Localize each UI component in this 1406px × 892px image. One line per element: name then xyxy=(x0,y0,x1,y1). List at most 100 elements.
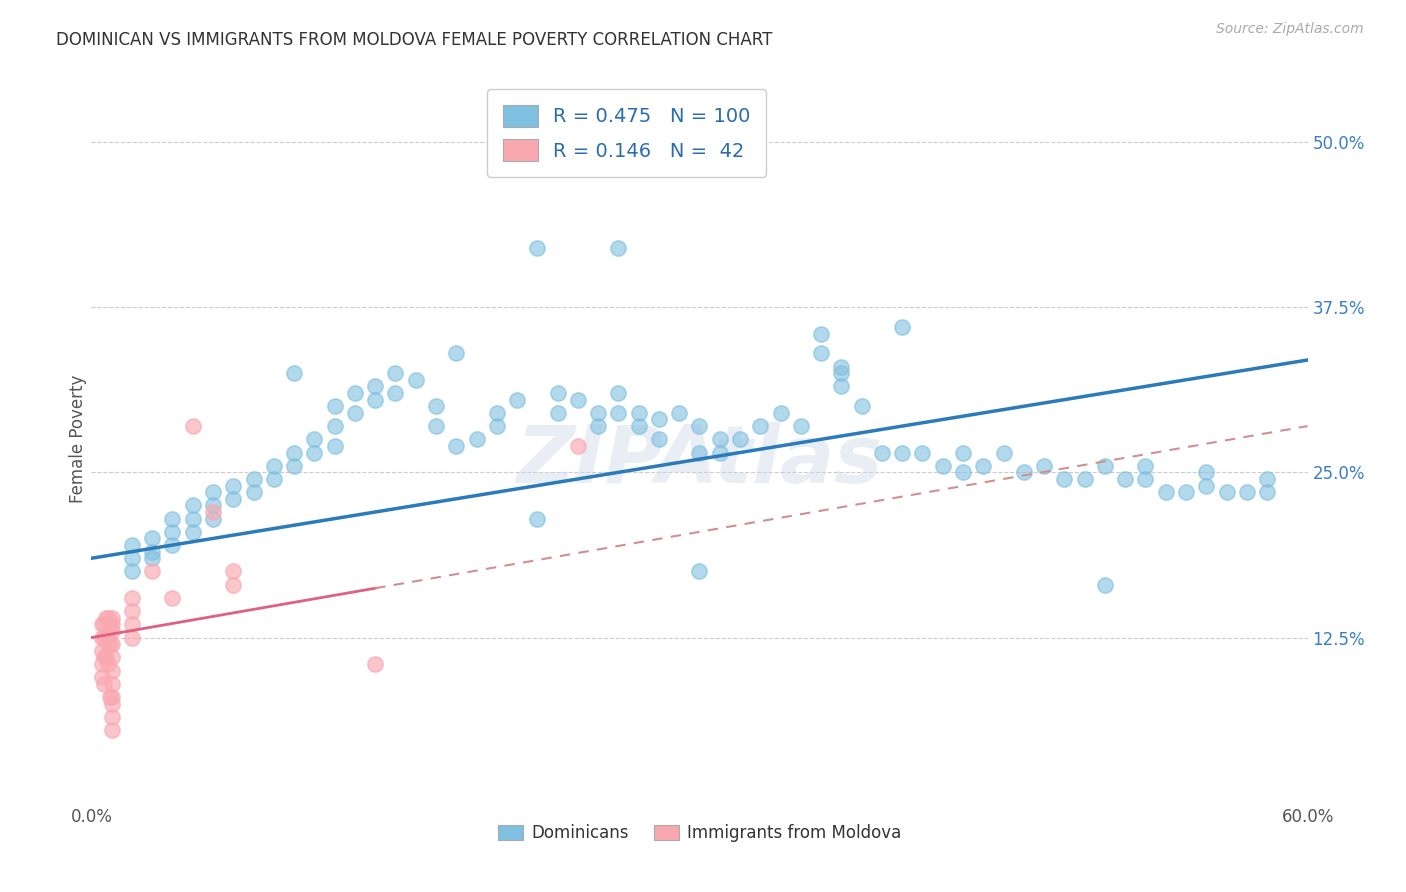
Point xyxy=(688,565,710,579)
Point xyxy=(121,631,143,645)
Point xyxy=(830,359,852,374)
Point xyxy=(1012,466,1035,480)
Point xyxy=(323,399,346,413)
Point xyxy=(1154,485,1177,500)
Point xyxy=(97,657,120,671)
Point xyxy=(485,419,508,434)
Point xyxy=(283,445,305,459)
Point xyxy=(870,445,893,459)
Point xyxy=(100,710,122,724)
Point xyxy=(141,544,163,558)
Point xyxy=(90,644,112,658)
Text: DOMINICAN VS IMMIGRANTS FROM MOLDOVA FEMALE POVERTY CORRELATION CHART: DOMINICAN VS IMMIGRANTS FROM MOLDOVA FEM… xyxy=(56,31,773,49)
Point xyxy=(304,432,326,446)
Point xyxy=(343,386,366,401)
Point xyxy=(1175,485,1198,500)
Point xyxy=(90,631,112,645)
Point xyxy=(93,650,115,665)
Point xyxy=(547,406,569,420)
Point xyxy=(202,505,225,519)
Point xyxy=(1195,466,1218,480)
Point xyxy=(121,551,143,566)
Point xyxy=(100,617,122,632)
Point xyxy=(222,565,245,579)
Y-axis label: Female Poverty: Female Poverty xyxy=(69,376,87,503)
Point xyxy=(162,591,184,605)
Point xyxy=(93,617,115,632)
Point xyxy=(222,578,245,592)
Point xyxy=(1256,485,1278,500)
Point xyxy=(627,419,650,434)
Point xyxy=(709,432,731,446)
Point xyxy=(94,650,117,665)
Point xyxy=(627,406,650,420)
Point xyxy=(1135,472,1157,486)
Point xyxy=(364,379,387,393)
Point xyxy=(100,664,122,678)
Point xyxy=(121,604,143,618)
Point xyxy=(688,419,710,434)
Point xyxy=(202,511,225,525)
Point xyxy=(121,591,143,605)
Point xyxy=(607,406,630,420)
Point xyxy=(830,379,852,393)
Point xyxy=(790,419,813,434)
Point xyxy=(607,241,630,255)
Point xyxy=(1236,485,1258,500)
Point xyxy=(1256,472,1278,486)
Point xyxy=(891,320,914,334)
Point xyxy=(405,373,427,387)
Point xyxy=(323,419,346,434)
Point xyxy=(93,677,115,691)
Point xyxy=(98,637,121,651)
Point xyxy=(141,532,163,546)
Point xyxy=(851,399,873,413)
Point xyxy=(586,419,609,434)
Point xyxy=(931,458,953,473)
Point xyxy=(202,485,225,500)
Point xyxy=(830,366,852,380)
Point xyxy=(607,386,630,401)
Point xyxy=(97,637,120,651)
Point xyxy=(181,524,204,539)
Point xyxy=(384,366,406,380)
Point xyxy=(586,406,609,420)
Point xyxy=(90,670,112,684)
Point xyxy=(93,631,115,645)
Point xyxy=(728,432,751,446)
Point xyxy=(94,611,117,625)
Point xyxy=(222,478,245,492)
Point xyxy=(283,458,305,473)
Point xyxy=(444,439,467,453)
Point xyxy=(181,511,204,525)
Point xyxy=(100,611,122,625)
Point xyxy=(100,637,122,651)
Point xyxy=(121,565,143,579)
Point xyxy=(242,472,264,486)
Point xyxy=(769,406,792,420)
Point xyxy=(90,617,112,632)
Point xyxy=(384,386,406,401)
Point xyxy=(1195,478,1218,492)
Point xyxy=(1073,472,1095,486)
Point xyxy=(98,690,121,704)
Point xyxy=(242,485,264,500)
Point xyxy=(648,432,671,446)
Legend: Dominicans, Immigrants from Moldova: Dominicans, Immigrants from Moldova xyxy=(491,818,908,849)
Point xyxy=(1215,485,1237,500)
Point xyxy=(100,690,122,704)
Point xyxy=(1114,472,1136,486)
Point xyxy=(100,723,122,737)
Point xyxy=(1033,458,1056,473)
Point xyxy=(162,511,184,525)
Point xyxy=(425,399,447,413)
Point xyxy=(749,419,772,434)
Point xyxy=(222,491,245,506)
Point xyxy=(90,657,112,671)
Point xyxy=(121,617,143,632)
Point xyxy=(343,406,366,420)
Text: Source: ZipAtlas.com: Source: ZipAtlas.com xyxy=(1216,22,1364,37)
Point xyxy=(364,392,387,407)
Point xyxy=(972,458,994,473)
Point xyxy=(263,458,285,473)
